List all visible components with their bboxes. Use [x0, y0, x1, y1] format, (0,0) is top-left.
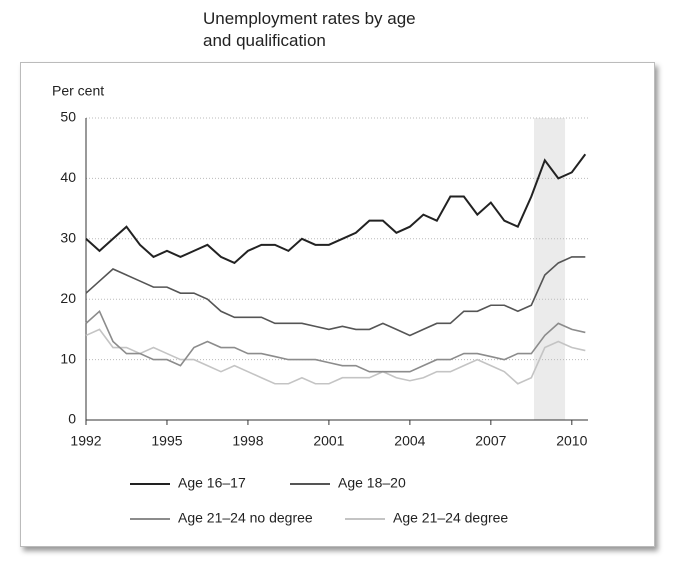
series-line	[85, 256, 586, 337]
y-axis-label: Per cent	[52, 83, 104, 99]
x-tick-label: 1995	[151, 433, 182, 449]
x-tick-label: 2001	[313, 433, 344, 449]
x-tick-label: 2010	[556, 433, 587, 449]
x-tick-label: 1998	[232, 433, 263, 449]
y-tick-label: 40	[60, 169, 76, 185]
x-tick-label: 2004	[394, 433, 425, 449]
shaded-period	[534, 118, 566, 420]
series-line	[85, 153, 587, 265]
x-tick-label: 1992	[70, 433, 101, 449]
y-tick-label: 0	[68, 411, 76, 427]
series-line	[85, 328, 586, 385]
legend-label: Age 21–24 no degree	[178, 510, 313, 526]
chart-title: Unemployment rates by age and qualificat…	[203, 9, 416, 50]
legend-label: Age 16–17	[178, 475, 246, 491]
y-tick-label: 20	[60, 290, 76, 306]
series-line	[85, 309, 586, 373]
legend-label: Age 18–20	[338, 475, 406, 491]
y-tick-label: 10	[60, 350, 76, 366]
y-tick-label: 30	[60, 230, 76, 246]
legend-label: Age 21–24 degree	[393, 510, 508, 526]
x-tick-label: 2007	[475, 433, 506, 449]
y-tick-label: 50	[60, 109, 76, 125]
